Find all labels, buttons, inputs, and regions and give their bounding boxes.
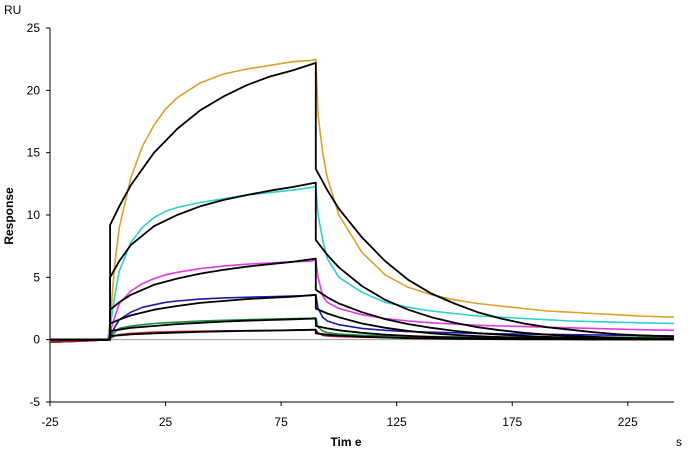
y-tick-label: -5: [29, 395, 40, 409]
x-tick-label: 75: [274, 415, 288, 429]
y-unit-label: RU: [4, 3, 21, 17]
response-curve-1: [49, 185, 675, 343]
axes: [49, 28, 674, 403]
x-tick-label: 175: [502, 415, 522, 429]
fit-curve-8: [50, 257, 675, 341]
y-tick-label: 0: [33, 333, 40, 347]
x-tick-label: 25: [159, 415, 173, 429]
fit-curve-11: [50, 328, 674, 341]
fit-curve-7: [50, 181, 675, 341]
fit-curve-6: [50, 62, 675, 341]
x-tick-label: 125: [387, 415, 407, 429]
y-tick-label: 5: [33, 270, 40, 284]
y-tick-label: 10: [27, 208, 41, 222]
y-tick-label: 25: [27, 21, 41, 35]
y-axis-title: Response: [2, 187, 16, 245]
response-curve-3: [49, 293, 675, 343]
response-curve-2: [49, 259, 675, 343]
tick-labels: -5 0 5 10 15 20 25 -25 25 75 125 175 225: [27, 21, 638, 429]
x-tick-label: -25: [41, 415, 59, 429]
y-tick-label: 20: [27, 83, 41, 97]
x-tick-label: 225: [618, 415, 638, 429]
response-curve-0: [49, 58, 675, 343]
x-unit-label: s: [676, 435, 682, 449]
y-tick-label: 15: [27, 146, 41, 160]
x-axis-title: Tim e: [330, 435, 361, 449]
series-layer: [49, 58, 675, 343]
